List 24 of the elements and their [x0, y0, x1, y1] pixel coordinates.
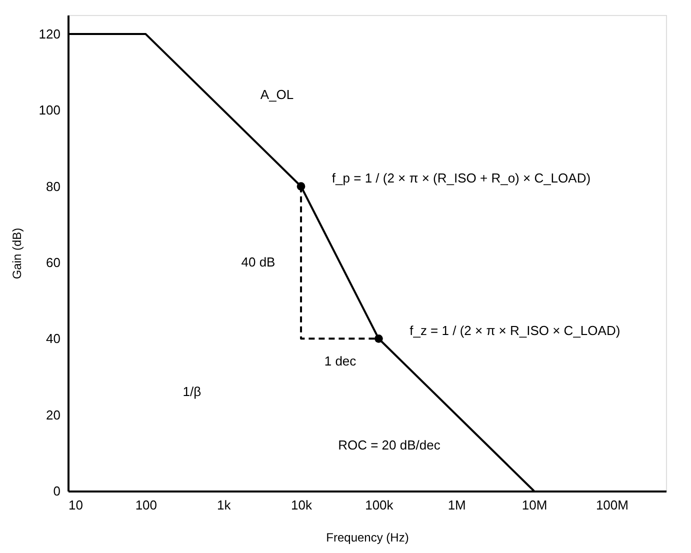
x-tick-label: 1k — [216, 498, 232, 512]
y-axis-title: Gain (dB) — [10, 228, 24, 280]
x-tick-label: 10M — [522, 498, 548, 512]
y-tick-label: 100 — [38, 102, 60, 118]
y-tick-label: 60 — [46, 255, 60, 270]
x-tick-label: 10k — [291, 498, 312, 512]
annotation: 1 dec — [324, 354, 357, 369]
y-tick-label: 40 — [46, 331, 60, 346]
annotation: A_OL — [260, 86, 294, 102]
y-tick-label: 80 — [46, 178, 60, 194]
y-tick-label: 20 — [46, 407, 60, 422]
annotation: f_z = 1 / (2 × π × R_ISO × C_LOAD) — [410, 323, 620, 338]
annotation: f_p = 1 / (2 × π × (R_ISO + R_o) × C_LOAD) — [332, 170, 591, 186]
annotation: 40 dB — [241, 254, 276, 270]
x-axis-title: Frequency (Hz) — [326, 530, 409, 544]
y-tick-label: 120 — [38, 26, 60, 42]
x-tick-label: 100M — [596, 498, 628, 512]
x-tick-label: 1M — [448, 498, 466, 512]
y-tick-label: 0 — [53, 484, 60, 498]
annotation: ROC = 20 dB/dec — [338, 437, 441, 452]
x-tick-label: 10 — [68, 498, 83, 512]
x-tick-label: 100 — [135, 498, 158, 512]
x-tick-label: 100k — [365, 498, 394, 512]
annotation: 1/β — [182, 384, 202, 399]
